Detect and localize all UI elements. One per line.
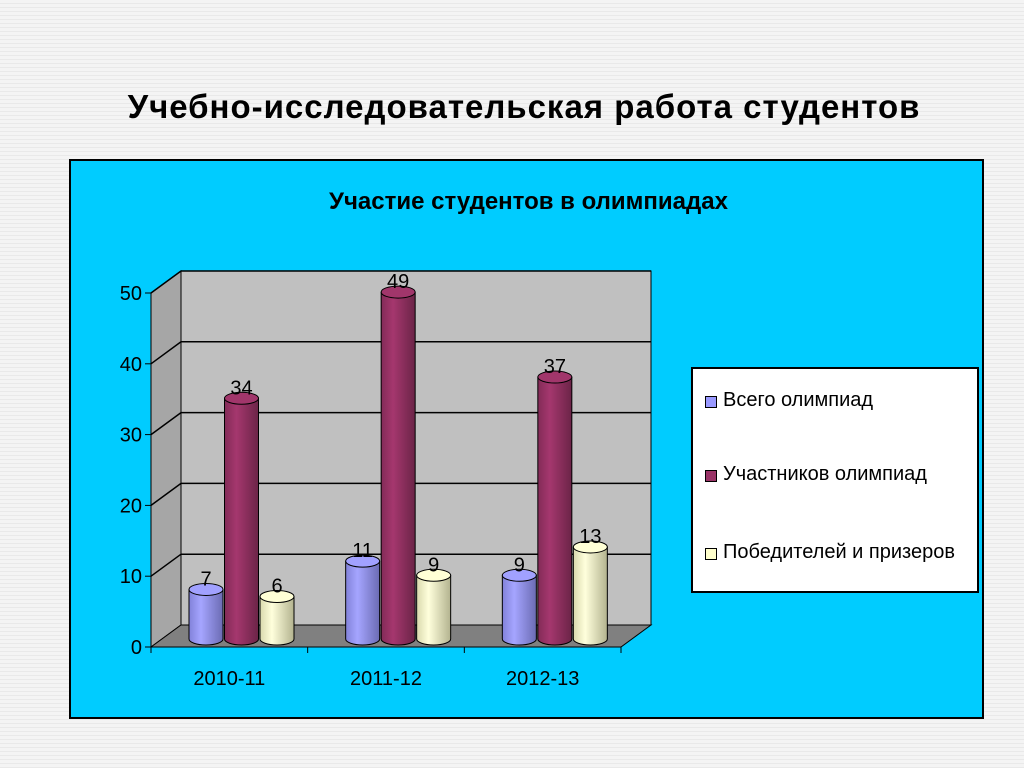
y-tick-label: 0: [131, 637, 142, 659]
data-label: 6: [271, 576, 282, 598]
legend-label: Всего олимпиад: [723, 389, 874, 411]
bar-top: [345, 554, 381, 568]
data-label: 11: [352, 540, 373, 562]
bar-участников-олимпиад: [380, 291, 416, 646]
data-label: 9: [428, 554, 439, 576]
data-label: 9: [514, 554, 525, 576]
bar-всего-олимпиад: [188, 588, 224, 646]
bar-всего-олимпиад: [501, 574, 537, 646]
x-tick-label: 2012-13: [506, 668, 579, 690]
legend-swatch: [705, 548, 717, 560]
bar-всего-олимпиад: [345, 560, 381, 646]
bar-top: [380, 285, 416, 299]
y-tick-label: 10: [120, 566, 142, 588]
y-tick-label: 20: [120, 495, 142, 517]
plot-side-wall: [150, 270, 182, 648]
gridline: [150, 341, 651, 365]
gridline: [150, 553, 651, 577]
slide-title: Учебно-исследовательская работа студенто…: [127, 88, 921, 125]
gridline: [150, 482, 651, 507]
gridline: [150, 270, 651, 294]
bar-победителей-и-призеров: [572, 546, 608, 646]
data-label: 13: [579, 526, 601, 548]
gridline: [150, 411, 651, 436]
x-tick-label: 2010-11: [193, 668, 265, 690]
legend-item: Всего олимпиад: [705, 389, 978, 415]
bar-top: [259, 590, 295, 604]
data-label: 37: [544, 356, 566, 378]
bar-top: [188, 582, 224, 596]
bar-победителей-и-призеров: [416, 574, 452, 646]
data-label: 49: [387, 271, 409, 293]
y-tick-label: 40: [120, 354, 142, 376]
y-tick-label: 30: [120, 425, 142, 447]
bar-участников-олимпиад: [224, 397, 259, 646]
legend-label: Победителей и призеров: [723, 541, 955, 563]
data-label: 34: [230, 377, 252, 399]
legend-item: Участников олимпиад: [705, 463, 978, 489]
legend-swatch: [705, 470, 717, 482]
chart-legend: Всего олимпиад Участников олимпиад Побед…: [691, 367, 979, 593]
chart-title: Участие студентов в олимпиадах: [329, 188, 728, 215]
x-tick-label: 2011-12: [350, 668, 422, 690]
bar-top: [224, 391, 259, 405]
bar-top: [537, 370, 573, 384]
bar-top: [572, 540, 608, 554]
legend-swatch: [705, 396, 717, 408]
bar-победителей-и-призеров: [259, 596, 295, 646]
data-label: 7: [200, 568, 211, 590]
chart-plot: 0 10 20 30 40 50 2010-11 2011-12 2012-13 7 34 6 11 49…: [120, 270, 653, 690]
y-tick-label: 50: [120, 283, 142, 305]
bar-участников-олимпиад: [537, 376, 573, 646]
legend-label: Участников олимпиад: [723, 463, 927, 485]
bar-top: [416, 568, 452, 582]
chart-area: Участие студентов в олимпиадах 0 10 20 30 40…: [69, 159, 984, 719]
bar-top: [501, 568, 537, 582]
legend-item: Победителей и призеров: [705, 541, 978, 567]
